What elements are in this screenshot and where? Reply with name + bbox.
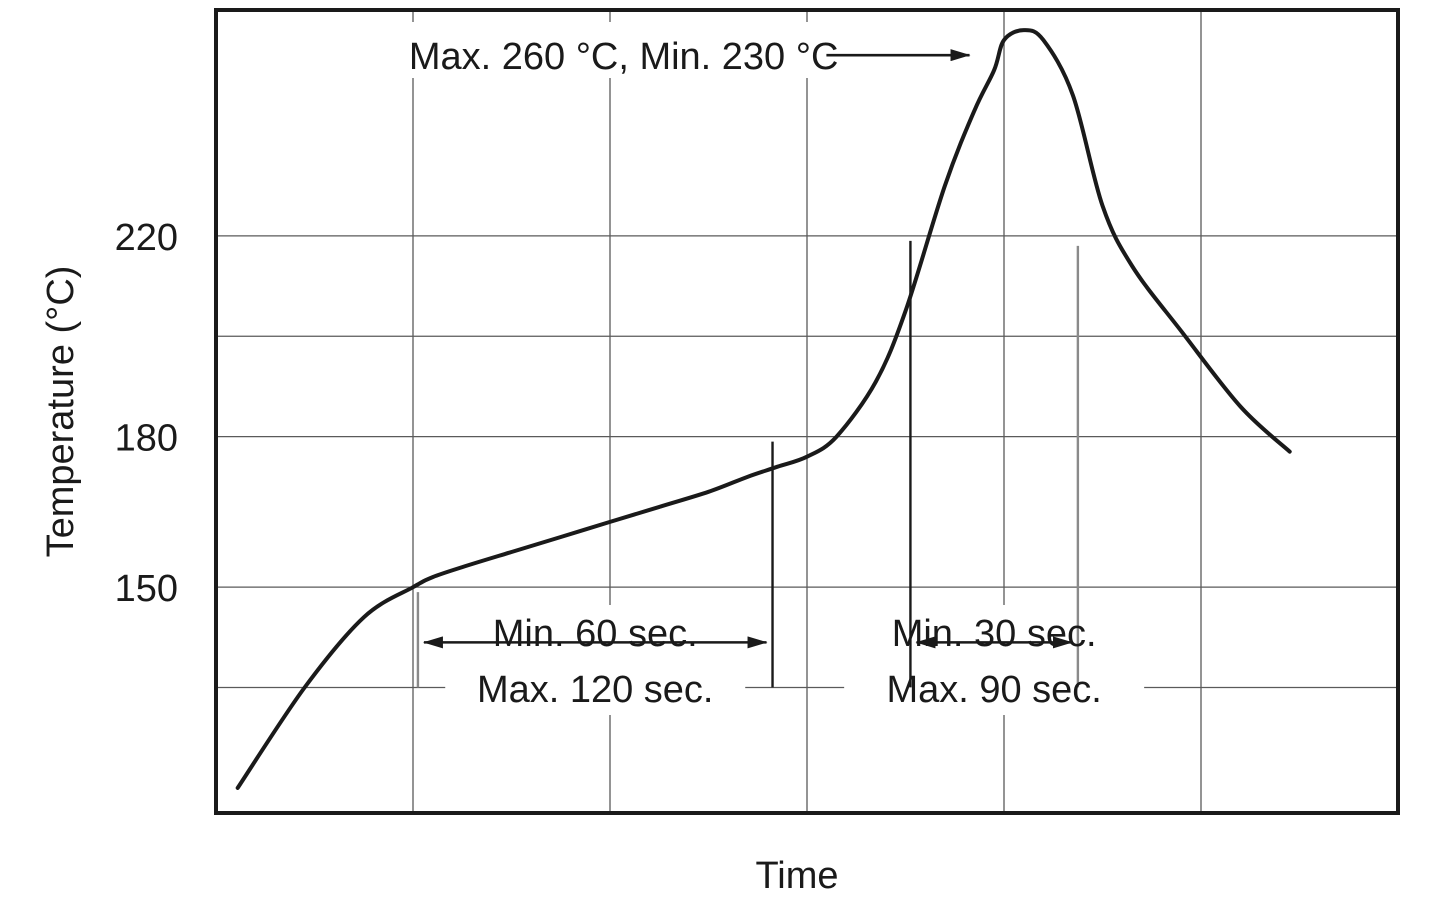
- reflow-label-background: [844, 605, 1145, 715]
- reflow-profile-curve: [235, 28, 1292, 790]
- preheat-label-background: [445, 605, 746, 715]
- marker-line-layer: [416, 240, 1080, 688]
- y-tick-label: 220: [115, 217, 178, 259]
- x-axis-title: Time: [755, 855, 838, 895]
- y-tick-label: 180: [115, 418, 178, 460]
- preheat-min-label: Min. 60 sec.: [493, 613, 698, 655]
- peak-temperature-label: Max. 260 °C, Min. 230 °C: [409, 36, 839, 78]
- curve-layer: [235, 28, 1292, 790]
- y-tick-label: 150: [115, 568, 178, 610]
- plot-frame: [214, 8, 1400, 815]
- preheat-max-label: Max. 120 sec.: [477, 669, 714, 711]
- annotation-layer: [422, 49, 1073, 649]
- grid-layer: [216, 10, 1398, 813]
- reflow-max-label: Max. 90 sec.: [886, 669, 1101, 711]
- frame-layer: [214, 8, 1400, 815]
- y-axis-title: Temperature (°C): [40, 266, 82, 558]
- peak-label-background: [346, 22, 847, 78]
- label-layer: Max. 260 °C, Min. 230 °C Min. 60 sec. Max.…: [40, 36, 1102, 897]
- reflow-min-label: Min. 30 sec.: [892, 613, 1097, 655]
